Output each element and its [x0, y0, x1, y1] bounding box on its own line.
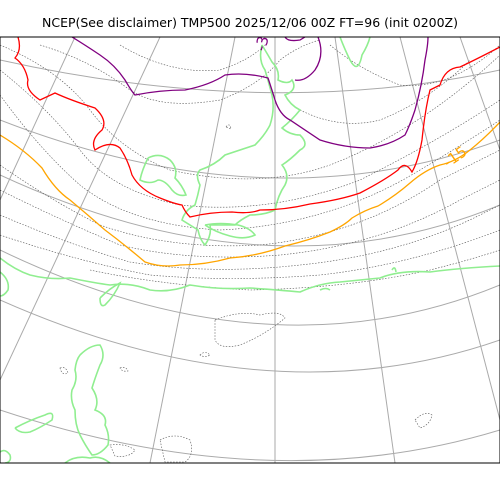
isotherm-line	[89, 249, 500, 291]
coastline-segment	[0, 449, 12, 463]
isotherm-line	[199, 352, 211, 357]
coastline-segment	[64, 456, 111, 463]
isotherm-line	[0, 94, 500, 231]
isotherm-line	[414, 413, 433, 429]
meridian-line	[399, 37, 500, 421]
isotherm-line	[214, 312, 286, 347]
isotherm-line	[119, 367, 129, 372]
coastline-segment	[0, 271, 10, 297]
isotherm-line	[159, 435, 192, 463]
meridian-line	[334, 37, 396, 463]
isotherm-orange	[0, 121, 500, 267]
isotherm-line	[119, 44, 266, 71]
coastline-segment	[204, 222, 257, 239]
meridian-line	[149, 37, 236, 463]
latitude-line	[0, 59, 500, 94]
map-background	[0, 37, 500, 463]
isotherm-line	[0, 204, 500, 270]
coastline-segment	[99, 281, 122, 307]
coastlines	[0, 37, 500, 463]
isotherm-line	[299, 59, 471, 124]
coastline-segment	[70, 344, 110, 456]
isotherm-line	[0, 229, 500, 279]
latitude-line	[0, 299, 500, 373]
coastline-segment	[391, 267, 397, 273]
contour-label-purple: -33	[251, 25, 275, 53]
graticule-meridians	[0, 37, 500, 463]
coastline-segment	[339, 37, 371, 68]
isotherm-line	[0, 69, 500, 208]
isotherm-red	[14, 37, 500, 218]
isotherm-purple	[71, 37, 429, 149]
map-frame	[0, 36, 500, 464]
isotherm-line	[225, 124, 232, 130]
latitude-line	[0, 119, 500, 179]
coastline-segment	[14, 412, 54, 434]
isotherm-purple	[294, 37, 322, 81]
latitude-line	[0, 249, 500, 326]
isotherm-line	[109, 444, 136, 457]
graticule-latitudes	[0, 59, 500, 462]
isotherm-line	[0, 149, 500, 247]
coastline-segment	[0, 257, 500, 293]
meridian-line	[0, 37, 76, 201]
isotherm-line	[0, 179, 500, 258]
latitude-line	[0, 174, 500, 247]
latitude-line	[0, 409, 500, 462]
isotherm-line	[59, 367, 69, 375]
meridian-line	[459, 37, 500, 151]
coastline-segment	[139, 154, 188, 197]
figure-title: NCEP(See disclaimer) TMP500 2025/12/06 0…	[41, 15, 458, 30]
coastline-segment	[319, 287, 331, 291]
